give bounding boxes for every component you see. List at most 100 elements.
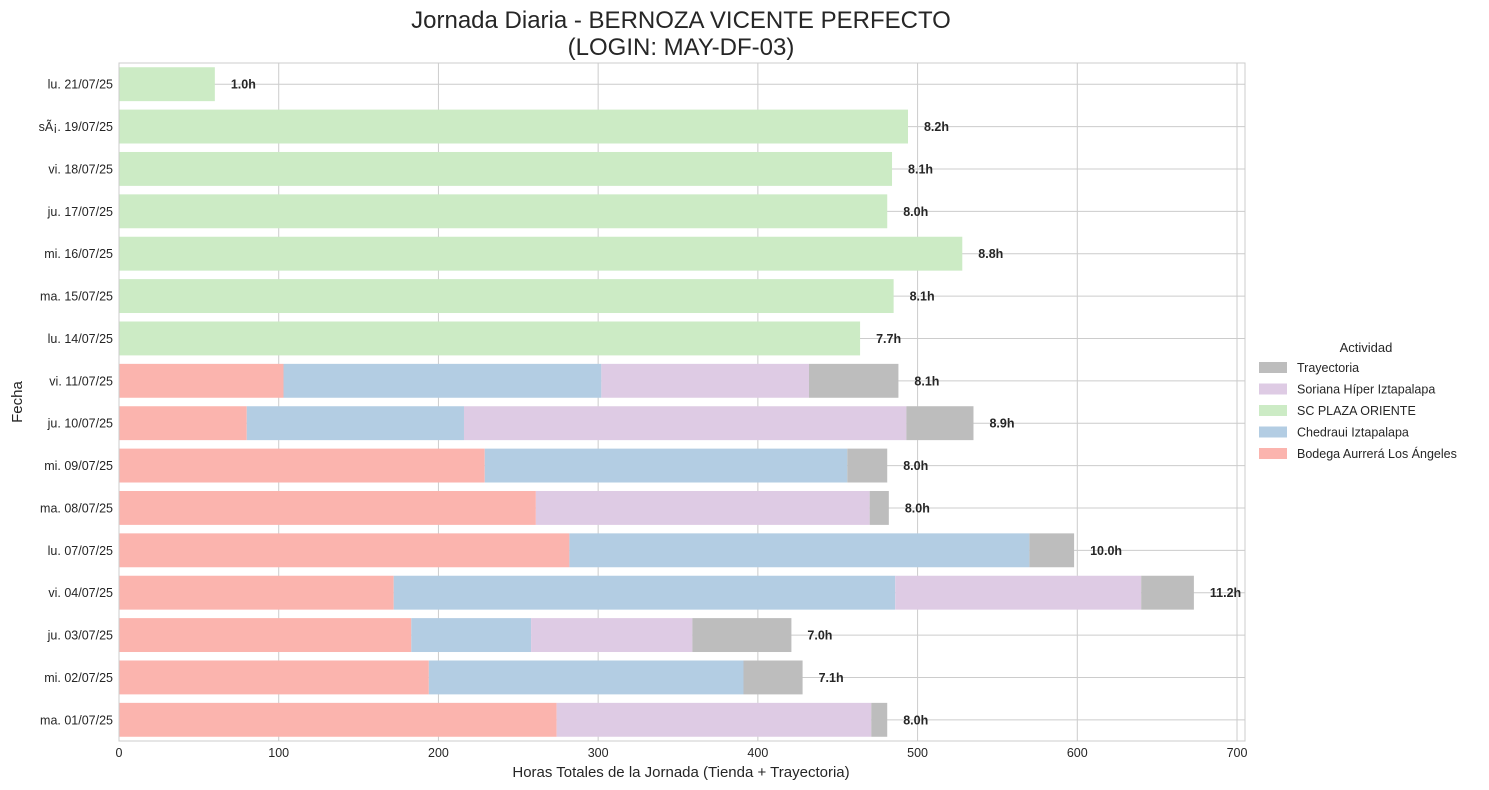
bar-segment (808, 363, 899, 398)
bar-segment (692, 618, 792, 653)
bar-segment (119, 448, 485, 483)
y-tick-label: ma. 01/07/25 (40, 713, 113, 727)
bar-segment (535, 490, 870, 525)
bar-total-label: 11.2h (1210, 586, 1241, 600)
y-tick-label: ju. 10/07/25 (47, 417, 113, 431)
bar-total-label: 7.0h (807, 629, 832, 643)
bar-segment (119, 406, 247, 441)
bar-total-label: 8.1h (910, 290, 935, 304)
legend-swatch (1259, 405, 1287, 416)
bar-segment (119, 279, 894, 314)
y-tick-label: mi. 02/07/25 (44, 671, 113, 685)
bar-total-label: 8.9h (989, 417, 1014, 431)
bar-segment (531, 618, 693, 653)
bar-segment (484, 448, 848, 483)
bar-segment (119, 533, 570, 568)
y-tick-label: ju. 03/07/25 (47, 629, 113, 643)
x-axis-label: Horas Totales de la Jornada (Tienda + Tr… (512, 764, 849, 781)
bar-segment (463, 406, 907, 441)
bar-segment (119, 194, 888, 229)
x-tick-label: 0 (116, 746, 123, 760)
bar-total-label: 8.8h (978, 247, 1003, 261)
legend-entry: Soriana Híper Iztapalapa (1297, 383, 1435, 397)
bar-segment (393, 575, 896, 610)
bar-segment (601, 363, 809, 398)
bar-segment (119, 109, 908, 144)
bar-total-label: 8.2h (924, 120, 949, 134)
bar-segment (869, 490, 889, 525)
bar-layer (119, 67, 1194, 737)
y-tick-label: ju. 17/07/25 (47, 205, 113, 219)
bar-total-label: 7.7h (876, 332, 901, 346)
legend-entry: Trayectoria (1297, 361, 1359, 375)
bar-total-label: 8.0h (903, 713, 928, 727)
legend-swatch (1259, 362, 1287, 373)
bar-segment (743, 660, 803, 695)
legend-swatch (1259, 383, 1287, 395)
bar-segment (556, 702, 872, 737)
bar-segment (847, 448, 888, 483)
legend-entry: Chedraui Iztapalapa (1297, 426, 1409, 440)
y-tick-label: lu. 21/07/25 (48, 78, 113, 92)
x-tick-label: 300 (588, 746, 609, 760)
x-tick-label: 700 (1227, 746, 1248, 760)
legend-swatch (1259, 426, 1287, 438)
bar-segment (871, 702, 888, 737)
total-label-layer: 8.0h 7.1h 7.0h 11.2h 10.0h 8.0h 8.0h 8.9h 8.1h 7.… (231, 78, 1241, 728)
bar-total-label: 8.1h (914, 374, 939, 388)
bar-segment (119, 490, 536, 525)
bar-total-label: 8.0h (903, 459, 928, 473)
x-tick-label: 500 (907, 746, 928, 760)
bar-total-label: 8.1h (908, 162, 933, 176)
y-tick-label: lu. 14/07/25 (48, 332, 113, 346)
bar-segment (119, 660, 429, 695)
bar-total-label: 1.0h (231, 78, 256, 92)
bar-total-label: 8.0h (905, 501, 930, 515)
bar-total-label: 8.0h (903, 205, 928, 219)
legend-title: Actividad (1340, 340, 1393, 355)
x-tick-label: 200 (428, 746, 449, 760)
legend: Actividad Trayectoria Soriana Híper Iztap… (1259, 340, 1457, 461)
bar-segment (119, 236, 963, 271)
legend-entry: SC PLAZA ORIENTE (1297, 404, 1416, 418)
y-tick-label: ma. 15/07/25 (40, 290, 113, 304)
bar-total-label: 10.0h (1090, 544, 1122, 558)
x-tick-label: 400 (747, 746, 768, 760)
y-tick-label: lu. 07/07/25 (48, 544, 113, 558)
bar-segment (119, 363, 284, 398)
chart-title: Jornada Diaria - BERNOZA VICENTE PERFECT… (411, 7, 951, 34)
bar-segment (1029, 533, 1075, 568)
bar-segment (895, 575, 1142, 610)
bar-segment (119, 575, 394, 610)
y-tick-label: vi. 04/07/25 (48, 586, 113, 600)
x-tick-label: 100 (268, 746, 289, 760)
x-tick-label: 600 (1067, 746, 1088, 760)
bar-segment (119, 702, 557, 737)
bar-segment (569, 533, 1030, 568)
y-tick-label: vi. 11/07/25 (49, 374, 113, 388)
axis-layer: 0 100 200 300 400 500 600 700 ma. 01/07/25 mi. 02… (39, 62, 1248, 760)
bar-segment (906, 406, 974, 441)
bar-segment (246, 406, 464, 441)
bar-segment (119, 321, 861, 356)
y-tick-label: sÃ¡. 19/07/25 (39, 120, 113, 134)
legend-entry: Bodega Aurrerá Los Ángeles (1297, 446, 1457, 461)
bar-segment (119, 618, 412, 653)
y-tick-label: mi. 16/07/25 (44, 247, 113, 261)
bar-segment (411, 618, 532, 653)
bar-segment (119, 151, 893, 186)
bar-segment (428, 660, 744, 695)
plot-frame (118, 62, 1246, 742)
y-tick-label: vi. 18/07/25 (48, 162, 113, 176)
y-tick-label: mi. 09/07/25 (44, 459, 113, 473)
bar-segment (119, 67, 215, 102)
bar-segment (283, 363, 602, 398)
bar-total-label: 7.1h (819, 671, 844, 685)
y-tick-label: ma. 08/07/25 (40, 501, 113, 515)
y-axis-label: Fecha (9, 381, 26, 423)
chart-subtitle: (LOGIN: MAY-DF-03) (568, 34, 795, 61)
legend-swatch (1259, 448, 1287, 459)
bar-segment (1141, 575, 1194, 610)
